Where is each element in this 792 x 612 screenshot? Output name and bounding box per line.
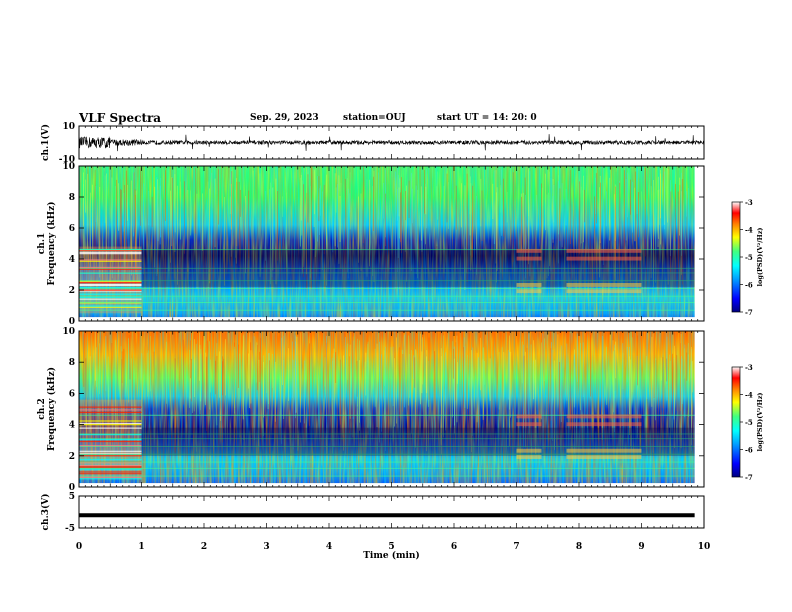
x-tick-label: 2 bbox=[201, 542, 207, 552]
colorbar-tick-label: -4 bbox=[745, 391, 753, 400]
x-tick-label: 5 bbox=[388, 542, 394, 552]
no-data-region bbox=[694, 331, 704, 487]
ch3-ytick-label: -5 bbox=[65, 524, 75, 534]
ch2-ytick-label: 2 bbox=[69, 452, 75, 462]
ch2-ytick-label: 6 bbox=[69, 389, 75, 399]
colorbar-tick-label: -7 bbox=[745, 308, 753, 317]
ch1-ytick-label: 0 bbox=[69, 317, 75, 327]
event-band bbox=[516, 256, 542, 261]
colorbar-label: log(PSD)(V²/Hz) bbox=[756, 393, 764, 452]
dark-band bbox=[141, 427, 704, 456]
ch3-ytick-label: 5 bbox=[69, 492, 75, 502]
x-tick-label: 6 bbox=[451, 542, 457, 552]
ch2-ytick-label: 4 bbox=[69, 421, 75, 431]
event-band bbox=[566, 289, 642, 294]
figure-title: VLF Spectra bbox=[79, 111, 162, 125]
x-axis-label: Time (min) bbox=[363, 550, 420, 561]
ch1-ytick-label: 6 bbox=[69, 224, 75, 234]
colorbar-tick-label: -3 bbox=[745, 363, 753, 372]
ch1-ytick-label: 10 bbox=[62, 122, 75, 132]
event-band bbox=[516, 289, 542, 294]
event-band bbox=[516, 283, 542, 287]
ch1-ytick-label: 10 bbox=[62, 162, 75, 172]
colorbar-1 bbox=[731, 201, 741, 313]
dark-band bbox=[141, 249, 704, 287]
ch2-ytick-label: 0 bbox=[69, 483, 75, 493]
ch2-ytick-label: 8 bbox=[69, 358, 75, 368]
event-band bbox=[566, 414, 642, 419]
x-tick-label: 10 bbox=[698, 542, 711, 552]
ch1-ytick-label: 4 bbox=[69, 255, 75, 265]
x-tick-label: 3 bbox=[263, 542, 269, 552]
ch2-ylabel: ch.2Frequency (kHz) bbox=[37, 367, 57, 451]
spectrogram-yellow-noise bbox=[79, 331, 704, 402]
colorbar-2 bbox=[731, 366, 741, 478]
event-band bbox=[566, 283, 642, 287]
station-label: station=OUJ bbox=[343, 113, 406, 123]
x-tick-label: 0 bbox=[76, 542, 82, 552]
event-band bbox=[566, 448, 642, 453]
ch1-ytick-label: 8 bbox=[69, 193, 75, 203]
spectrogram-yellow-noise bbox=[79, 166, 704, 236]
colorbar-tick-label: -4 bbox=[745, 226, 753, 235]
ch1-waveform-line bbox=[78, 134, 705, 152]
colorbar-tick-label: -6 bbox=[745, 446, 753, 455]
event-band bbox=[566, 422, 642, 427]
x-tick-label: 8 bbox=[576, 542, 582, 552]
start-time-label: start UT = 14: 20: 0 bbox=[437, 113, 537, 123]
event-band bbox=[516, 248, 542, 253]
x-tick-label: 9 bbox=[638, 542, 644, 552]
colorbar-tick-label: -5 bbox=[745, 253, 753, 262]
event-band bbox=[516, 455, 542, 459]
colorbar-tick-label: -7 bbox=[745, 473, 753, 482]
x-tick-label: 7 bbox=[513, 542, 519, 552]
ch1-ytick-label: 2 bbox=[69, 286, 75, 296]
colorbar-tick-label: -6 bbox=[745, 281, 753, 290]
x-tick-label: 1 bbox=[138, 542, 144, 552]
x-tick-label: 4 bbox=[326, 542, 332, 552]
ch3-ylabel: ch.3(V) bbox=[40, 494, 51, 531]
event-band bbox=[516, 422, 542, 427]
event-band bbox=[566, 248, 642, 253]
colorbar-tick-label: -5 bbox=[745, 418, 753, 427]
ch1-ylabel: ch.1Frequency (kHz) bbox=[37, 201, 57, 285]
ch1-ylabel: ch.1(V) bbox=[40, 124, 51, 161]
date-label: Sep. 29, 2023 bbox=[250, 113, 319, 123]
no-data-region bbox=[694, 166, 704, 321]
colorbar-tick-label: -3 bbox=[745, 198, 753, 207]
event-band bbox=[516, 448, 542, 453]
ch1-spectrogram bbox=[79, 166, 704, 321]
event-band bbox=[566, 455, 642, 459]
event-band bbox=[566, 256, 642, 261]
colorbar-label: log(PSD)(V²/Hz) bbox=[756, 228, 764, 287]
event-band bbox=[516, 414, 542, 419]
ch2-ytick-label: 10 bbox=[62, 327, 75, 337]
ch2-spectrogram bbox=[79, 331, 704, 487]
ch1-ytick-label: -10 bbox=[59, 155, 75, 165]
